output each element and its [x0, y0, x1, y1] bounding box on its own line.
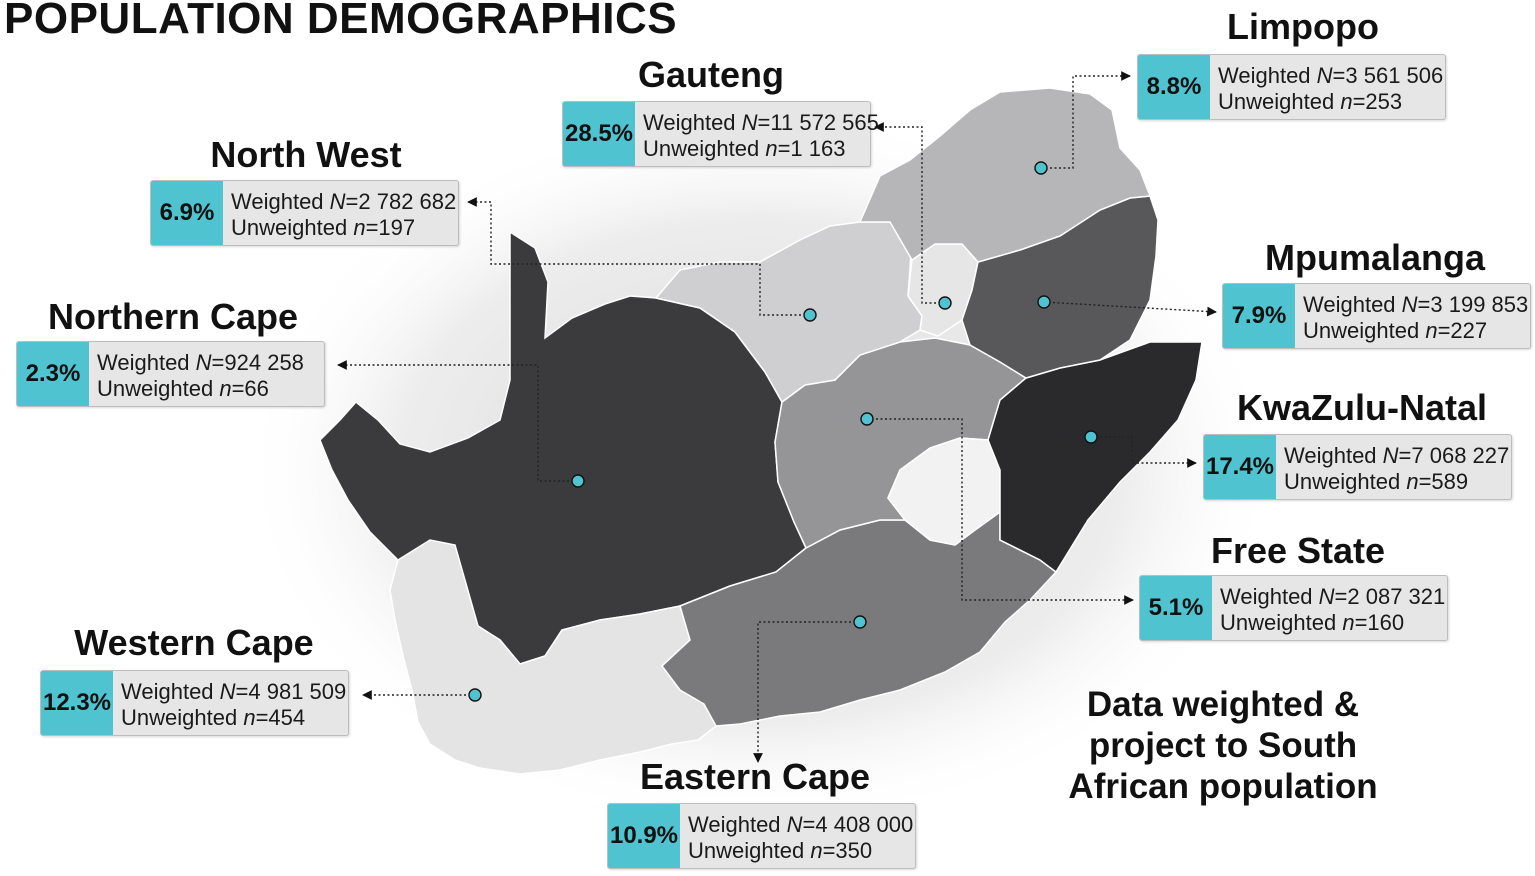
unweighted-line: Unweighted n=160: [1220, 610, 1405, 635]
stat-box-northern-cape: 2.3% Weighted N=924 258 Unweighted n=66: [16, 341, 325, 407]
unweighted-line: Unweighted n=454: [121, 705, 306, 730]
province-title-western-cape: Western Cape: [74, 622, 314, 663]
stat-values-northern-cape: Weighted N=924 258 Unweighted n=66: [89, 342, 310, 406]
page-title: POPULATION DEMOGRAPHICS: [4, 0, 678, 43]
unweighted-line: Unweighted n=227: [1303, 318, 1488, 343]
marker-mpumalanga: [1037, 295, 1051, 309]
unweighted-line: Unweighted n=589: [1284, 469, 1469, 494]
marker-free-state: [860, 412, 874, 426]
province-title-gauteng: Gauteng: [637, 54, 785, 95]
unweighted-line: Unweighted n=197: [231, 215, 416, 240]
province-title-northern-cape: Northern Cape: [47, 296, 299, 337]
weighted-line: Weighted N=924 258: [97, 350, 304, 375]
weighted-line: Weighted N=2 087 321: [1220, 584, 1446, 609]
province-title-north-west: North West: [210, 134, 402, 175]
marker-western-cape: [468, 688, 482, 702]
marker-kwazulu-natal: [1084, 430, 1098, 444]
stat-values-free-state: Weighted N=2 087 321 Unweighted n=160: [1212, 576, 1451, 640]
province-title-kwazulu-natal: KwaZulu-Natal: [1236, 387, 1488, 428]
stat-percent-kwazulu-natal: 17.4%: [1204, 435, 1276, 499]
connector-lines: [337, 71, 1217, 763]
stat-box-limpopo: 8.8% Weighted N=3 561 506 Unweighted n=2…: [1137, 54, 1446, 120]
province-title-limpopo: Limpopo: [1227, 6, 1379, 47]
connector-gauteng: [874, 122, 945, 304]
stat-values-limpopo: Weighted N=3 561 506 Unweighted n=253: [1210, 55, 1449, 119]
connector-limpopo: [1041, 71, 1131, 169]
province-title-free-state: Free State: [1210, 530, 1386, 571]
stat-percent-free-state: 5.1%: [1140, 576, 1212, 640]
stat-percent-northern-cape: 2.3%: [17, 342, 89, 406]
unweighted-line: Unweighted n=1 163: [643, 136, 846, 161]
stat-percent-eastern-cape: 10.9%: [608, 804, 680, 868]
stat-box-north-west: 6.9% Weighted N=2 782 682 Unweighted n=1…: [150, 180, 459, 246]
stat-box-free-state: 5.1% Weighted N=2 087 321 Unweighted n=1…: [1139, 575, 1448, 641]
marker-north-west: [803, 308, 817, 322]
connector-free-state: [867, 418, 1134, 605]
weighted-line: Weighted N=4 981 509: [121, 679, 347, 704]
stat-box-western-cape: 12.3% Weighted N=4 981 509 Unweighted n=…: [40, 670, 349, 736]
stat-values-kwazulu-natal: Weighted N=7 068 227 Unweighted n=589: [1276, 435, 1515, 499]
stat-values-western-cape: Weighted N=4 981 509 Unweighted n=454: [113, 671, 352, 735]
connector-northern-cape: [337, 360, 578, 482]
stat-percent-limpopo: 8.8%: [1138, 55, 1210, 119]
stat-percent-western-cape: 12.3%: [41, 671, 113, 735]
stat-percent-north-west: 6.9%: [151, 181, 223, 245]
marker-northern-cape: [571, 474, 585, 488]
stat-box-eastern-cape: 10.9% Weighted N=4 408 000 Unweighted n=…: [607, 803, 916, 869]
weighted-line: Weighted N=4 408 000: [688, 812, 914, 837]
unweighted-line: Unweighted n=253: [1218, 89, 1403, 114]
weighted-line: Weighted N=3 561 506: [1218, 63, 1444, 88]
connector-kwazulu-natal: [1091, 436, 1197, 468]
unweighted-line: Unweighted n=66: [97, 376, 269, 401]
weighted-line: Weighted N=2 782 682: [231, 189, 457, 214]
province-title-mpumalanga: Mpumalanga: [1264, 237, 1486, 278]
weighted-line: Weighted N=7 068 227: [1284, 443, 1510, 468]
weighted-line: Weighted N=11 572 565: [643, 110, 879, 135]
stat-box-kwazulu-natal: 17.4% Weighted N=7 068 227 Unweighted n=…: [1203, 434, 1512, 500]
stat-percent-mpumalanga: 7.9%: [1223, 284, 1295, 348]
stat-values-gauteng: Weighted N=11 572 565 Unweighted n=1 163: [635, 102, 885, 166]
footnote: Data weighted & project to South African…: [1068, 685, 1378, 806]
province-title-eastern-cape: Eastern Cape: [639, 756, 871, 797]
province-markers: [468, 161, 1098, 702]
marker-eastern-cape: [853, 615, 867, 629]
stat-values-eastern-cape: Weighted N=4 408 000 Unweighted n=350: [680, 804, 919, 868]
stat-values-north-west: Weighted N=2 782 682 Unweighted n=197: [223, 181, 462, 245]
connector-mpumalanga: [1043, 301, 1217, 317]
province-kwazulu-natal: [987, 341, 1203, 574]
province-limpopo: [858, 87, 1152, 263]
stat-percent-gauteng: 28.5%: [563, 102, 635, 166]
marker-gauteng: [938, 296, 952, 310]
stat-values-mpumalanga: Weighted N=3 199 853 Unweighted n=227: [1295, 284, 1534, 348]
marker-limpopo: [1034, 161, 1048, 175]
unweighted-line: Unweighted n=350: [688, 838, 873, 863]
connector-eastern-cape: [753, 621, 860, 763]
connector-north-west: [467, 197, 810, 316]
stat-box-gauteng: 28.5% Weighted N=11 572 565 Unweighted n…: [562, 101, 879, 167]
weighted-line: Weighted N=3 199 853: [1303, 292, 1529, 317]
stat-box-mpumalanga: 7.9% Weighted N=3 199 853 Unweighted n=2…: [1222, 283, 1531, 349]
